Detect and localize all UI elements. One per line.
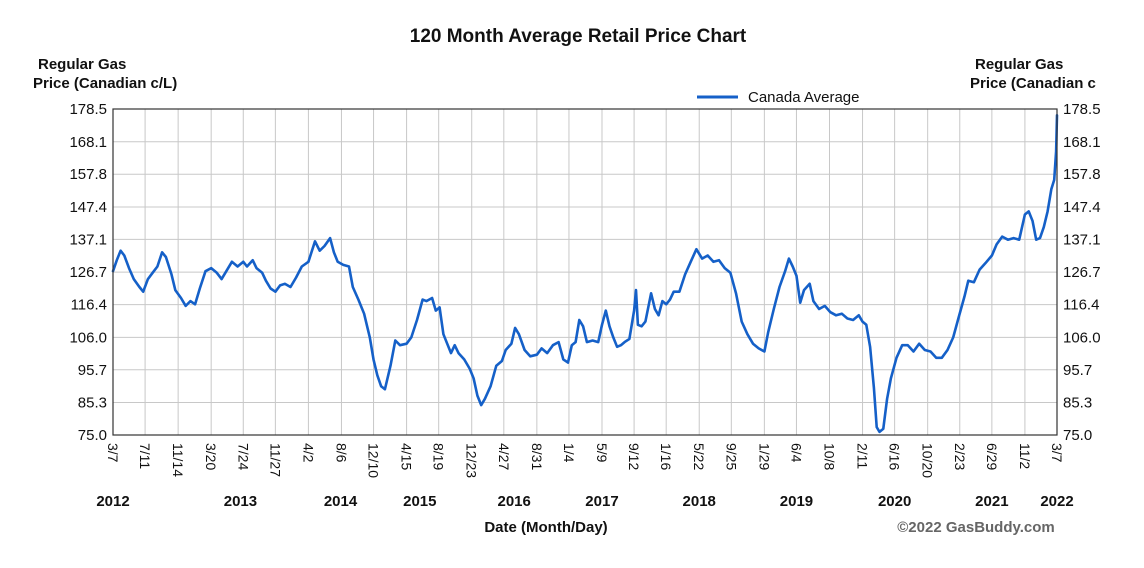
x-tick-label: 2/11 — [855, 443, 871, 469]
x-tick-label: 1/16 — [658, 443, 674, 470]
y-axis-label-left-line1: Regular Gas — [38, 56, 126, 73]
y-tick-label-left: 116.4 — [71, 297, 107, 314]
x-tick-label: 1/4 — [561, 443, 577, 463]
x-tick-label: 10/8 — [821, 443, 837, 470]
y-tick-label-left: 126.7 — [69, 264, 107, 281]
x-tick-label: 5/9 — [594, 443, 610, 463]
x-tick-label: 6/4 — [788, 443, 804, 463]
chart-title: 120 Month Average Retail Price Chart — [410, 26, 747, 47]
x-tick-label: 12/10 — [366, 443, 382, 478]
y-tick-label-left: 137.1 — [69, 231, 107, 248]
x-tick-label: 4/2 — [300, 443, 316, 463]
y-tick-label-right: 157.8 — [1063, 166, 1101, 183]
year-label: 2016 — [498, 493, 531, 510]
series-layer — [111, 114, 1059, 434]
year-label: 2013 — [224, 493, 257, 510]
series-line-canada-average — [111, 114, 1059, 434]
x-tick-label: 11/27 — [267, 443, 283, 477]
year-label: 2017 — [585, 493, 618, 510]
y-tick-label-right: 116.4 — [1063, 297, 1099, 314]
x-tick-label: 6/16 — [887, 443, 903, 470]
x-tick-label: 11/2 — [1017, 443, 1033, 469]
x-tick-label: 11/14 — [170, 443, 186, 477]
y-tick-label-right: 85.3 — [1063, 395, 1092, 412]
x-tick-label: 10/20 — [920, 443, 936, 478]
year-label: 2021 — [975, 493, 1008, 510]
x-tick-label: 8/19 — [431, 443, 447, 470]
x-tick-label: 3/7 — [105, 443, 121, 463]
x-tick-label: 12/23 — [464, 443, 480, 478]
x-tick-label: 4/15 — [399, 443, 415, 470]
y-tick-label-left: 106.0 — [69, 329, 107, 346]
y-tick-label-right: 168.1 — [1063, 134, 1101, 151]
x-tick-label: 3/20 — [203, 443, 219, 470]
year-label: 2019 — [780, 493, 813, 510]
x-tick-label: 9/25 — [723, 443, 739, 470]
y-tick-label-left: 178.5 — [69, 101, 107, 118]
x-axis-label: Date (Month/Day) — [484, 519, 607, 536]
x-tick-label: 9/12 — [626, 443, 642, 470]
year-label: 2020 — [878, 493, 911, 510]
y-tick-label-left: 75.0 — [78, 427, 107, 444]
year-label: 2015 — [403, 493, 436, 510]
y-axis-label-left-line2: Price (Canadian c/L) — [33, 75, 177, 92]
year-label: 2014 — [324, 493, 358, 510]
plot-frame — [112, 108, 1058, 436]
x-tick-label: 3/7 — [1049, 443, 1065, 463]
grid — [112, 108, 1058, 436]
x-tick-label: 2/23 — [952, 443, 968, 470]
year-label: 2012 — [96, 493, 129, 510]
y-tick-label-right: 126.7 — [1063, 264, 1101, 281]
y-tick-label-left: 147.4 — [69, 199, 107, 216]
y-tick-label-right: 106.0 — [1063, 329, 1101, 346]
x-tick-label: 6/29 — [984, 443, 1000, 470]
x-tick-label: 8/6 — [333, 443, 349, 463]
year-label: 2022 — [1040, 493, 1073, 510]
y-tick-label-right: 178.5 — [1063, 101, 1101, 118]
y-tick-label-left: 168.1 — [69, 134, 107, 151]
y-axis-label-right-line1: Regular Gas — [975, 56, 1063, 73]
y-tick-label-right: 137.1 — [1063, 231, 1101, 248]
x-tick-label: 4/27 — [496, 443, 512, 470]
y-tick-label-left: 85.3 — [78, 395, 107, 412]
y-tick-label-right: 75.0 — [1063, 427, 1092, 444]
legend-label: Canada Average — [748, 89, 859, 106]
y-tick-label-right: 147.4 — [1063, 199, 1101, 216]
year-label: 2018 — [683, 493, 716, 510]
y-axis-label-right-line2: Price (Canadian c — [970, 75, 1096, 92]
y-tick-label-left: 157.8 — [69, 166, 107, 183]
x-tick-label: 7/11 — [137, 443, 153, 469]
credit-text: ©2022 GasBuddy.com — [897, 519, 1055, 536]
y-tick-label-left: 95.7 — [78, 362, 107, 379]
x-tick-label: 5/22 — [691, 443, 707, 470]
x-tick-label: 7/24 — [235, 443, 251, 470]
x-tick-label: 1/29 — [756, 443, 772, 470]
x-tick-label: 8/31 — [529, 443, 545, 470]
axis-ticks: 178.5 178.5 168.1 168.1 157.8 157.8 147.4 147.4… — [69, 101, 1100, 510]
y-tick-label-right: 95.7 — [1063, 362, 1092, 379]
